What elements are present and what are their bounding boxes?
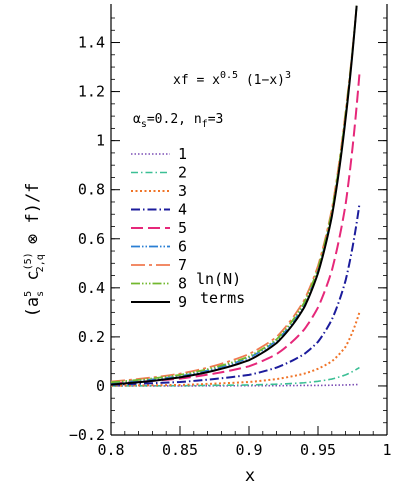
- y-tick-label: 0: [96, 377, 105, 395]
- series-line-2: [111, 366, 360, 387]
- series-line-7: [111, 5, 358, 383]
- legend-extra-lnN: ln(N): [196, 270, 241, 288]
- legend-label-7: 7: [178, 256, 187, 274]
- y-tick-label: −0.2: [69, 426, 105, 444]
- series-line-4: [111, 204, 361, 386]
- x-tick-label: 0.8: [97, 441, 124, 459]
- x-tick-label: 0.85: [162, 441, 198, 459]
- series-line-8: [111, 5, 358, 384]
- series-line-3: [111, 312, 361, 387]
- legend-label-1: 1: [178, 145, 187, 163]
- x-axis-label: x: [245, 466, 255, 486]
- legend-label-3: 3: [178, 182, 187, 200]
- legend-label-9: 9: [178, 293, 187, 311]
- legend-label-5: 5: [178, 219, 187, 237]
- y-tick-label: 1.2: [78, 83, 105, 101]
- tick-labels: 0.8 0.85 0.9 0.95 1 −0.2 0 0.2 0.4 0.6 0.8 1 1.2 1.4: [69, 34, 392, 459]
- y-tick-label: 0.4: [78, 279, 105, 297]
- y-tick-label: 1: [96, 132, 105, 150]
- y-tick-label: 0.2: [78, 328, 105, 346]
- x-tick-label: 1: [382, 441, 391, 459]
- y-tick-label: 0.8: [78, 181, 105, 199]
- legend-label-8: 8: [178, 275, 187, 293]
- series-lines: [111, 5, 361, 387]
- series-line-9: [111, 5, 358, 386]
- legend-label-4: 4: [178, 201, 187, 219]
- y-axis-label: (a5s c(5)2,q ⊗ f)/f: [23, 183, 46, 318]
- legend-extra-terms: terms: [200, 289, 245, 307]
- y-tick-label: 0.6: [78, 230, 105, 248]
- x-tick-label: 0.9: [235, 441, 262, 459]
- formula-annotation: xf = x0.5 (1−x)3: [173, 70, 291, 88]
- legend-label-2: 2: [178, 164, 187, 182]
- parameters-annotation: αs=0.2, nf=3: [133, 112, 223, 130]
- x-tick-label: 0.95: [300, 441, 336, 459]
- series-line-5: [111, 74, 361, 385]
- y-tick-label: 1.4: [78, 34, 105, 52]
- series-line-6: [111, 5, 358, 384]
- legend-label-6: 6: [178, 238, 187, 256]
- axes: [110, 4, 388, 436]
